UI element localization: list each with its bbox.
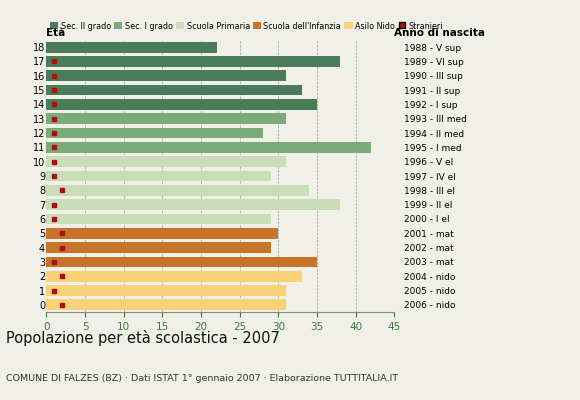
Bar [46, 171, 271, 181]
Bar [46, 199, 340, 210]
Bar [46, 156, 286, 167]
Text: Età: Età [46, 28, 66, 38]
Bar [46, 113, 286, 124]
Bar [46, 214, 271, 224]
Text: Popolazione per età scolastica - 2007: Popolazione per età scolastica - 2007 [6, 330, 280, 346]
Bar [46, 128, 263, 138]
Bar [46, 271, 302, 282]
Bar [46, 99, 317, 110]
Bar [46, 185, 309, 196]
Bar [46, 300, 286, 310]
Bar [46, 85, 302, 96]
Bar [46, 228, 278, 239]
Bar [46, 142, 371, 153]
Bar [46, 256, 317, 267]
Text: Anno di nascita: Anno di nascita [394, 28, 485, 38]
Text: COMUNE DI FALZES (BZ) · Dati ISTAT 1° gennaio 2007 · Elaborazione TUTTITALIA.IT: COMUNE DI FALZES (BZ) · Dati ISTAT 1° ge… [6, 374, 398, 383]
Bar [46, 70, 286, 81]
Bar [46, 42, 216, 52]
Bar [46, 285, 286, 296]
Legend: Sec. II grado, Sec. I grado, Scuola Primaria, Scuola dell'Infanzia, Asilo Nido, : Sec. II grado, Sec. I grado, Scuola Prim… [50, 22, 443, 30]
Bar [46, 242, 271, 253]
Bar [46, 56, 340, 67]
